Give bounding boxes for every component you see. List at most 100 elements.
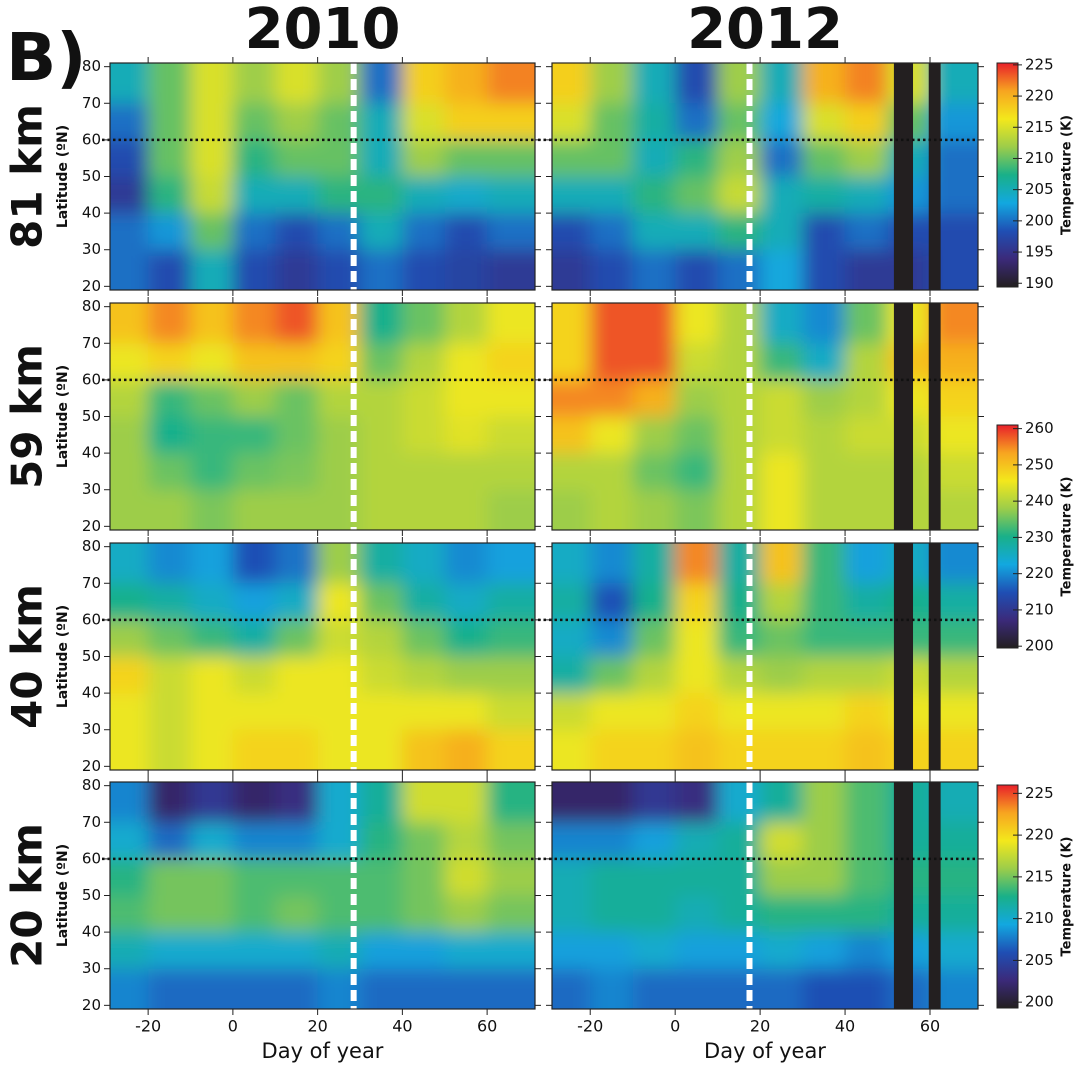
heat-cell xyxy=(552,693,591,731)
heat-cell xyxy=(802,139,846,177)
heat-cell xyxy=(148,249,192,290)
heat-cell xyxy=(552,249,591,290)
heat-cell xyxy=(930,693,978,731)
heat-cell xyxy=(487,453,535,491)
y-tick-label: 60 xyxy=(82,130,101,148)
y-tick-label: 30 xyxy=(82,240,101,258)
heat-cell xyxy=(148,822,192,860)
heat-cell xyxy=(760,656,804,694)
heat-cell xyxy=(148,416,192,454)
heat-cell xyxy=(360,693,403,731)
heat-cell xyxy=(845,416,889,454)
colorbar-tick-label: 210 xyxy=(1025,600,1054,618)
heat-cell xyxy=(590,543,634,584)
y-axis-label: Latitude (ºN) xyxy=(55,125,71,228)
heat-cell xyxy=(487,656,535,694)
heat-cell xyxy=(110,822,149,860)
colorbar-tick-label: 240 xyxy=(1025,492,1054,510)
heat-cell xyxy=(190,103,234,141)
heat-cell xyxy=(760,858,804,896)
heat-cell xyxy=(275,583,319,621)
heat-cell xyxy=(760,693,804,731)
heat-cell xyxy=(487,343,535,381)
heat-cell xyxy=(275,782,319,823)
panel: 20 30 40 50 60 70 80 Latitude (ºN)40 km xyxy=(3,537,541,776)
heat-cell xyxy=(802,63,846,104)
temperature-field xyxy=(552,782,978,1009)
x-tick-label: 0 xyxy=(228,1017,238,1036)
heat-cell xyxy=(552,656,591,694)
heat-cell xyxy=(552,729,591,770)
colorbar-tick-label: 210 xyxy=(1025,909,1054,927)
heat-cell xyxy=(487,303,535,344)
heat-cell xyxy=(444,968,488,1009)
heat-cell xyxy=(444,213,488,251)
heat-cell xyxy=(232,213,276,251)
heat-cell xyxy=(487,968,535,1009)
heat-cell xyxy=(675,822,719,860)
heat-cell xyxy=(552,968,591,1009)
heat-cell xyxy=(675,139,719,177)
y-tick-label: 20 xyxy=(82,277,101,295)
heat-cell xyxy=(487,416,535,454)
heat-cell xyxy=(845,932,889,970)
heat-cell xyxy=(275,656,319,694)
colorbar-tick-label: 200 xyxy=(1025,993,1054,1011)
heat-cell xyxy=(632,619,676,657)
heat-cell xyxy=(632,103,676,141)
heat-cell xyxy=(845,249,889,290)
heat-cell xyxy=(487,858,535,896)
heat-cell xyxy=(802,693,846,731)
heat-cell xyxy=(590,619,634,657)
y-tick-label: 40 xyxy=(82,444,101,462)
heat-cell xyxy=(590,63,634,104)
heat-cell xyxy=(632,379,676,417)
heat-cell xyxy=(275,213,319,251)
heat-cell xyxy=(717,103,761,141)
heat-cell xyxy=(552,858,591,896)
heat-cell xyxy=(444,63,488,104)
panel-label: B) xyxy=(6,19,86,96)
heat-cell xyxy=(360,453,403,491)
heat-cell xyxy=(552,822,591,860)
heat-cell xyxy=(717,822,761,860)
heat-cell xyxy=(275,63,319,104)
heat-cell xyxy=(110,729,149,770)
heat-cell xyxy=(717,619,761,657)
y-tick-label: 30 xyxy=(82,480,101,498)
heat-cell xyxy=(845,656,889,694)
heat-cell xyxy=(275,139,319,177)
heat-cell xyxy=(110,139,149,177)
heat-cell xyxy=(552,619,591,657)
heat-cell xyxy=(275,416,319,454)
heat-cell xyxy=(845,303,889,344)
heat-cell xyxy=(275,343,319,381)
heat-cell xyxy=(148,63,192,104)
y-tick-label: 30 xyxy=(82,720,101,738)
heat-cell xyxy=(110,858,149,896)
heat-cell xyxy=(110,343,149,381)
heat-cell xyxy=(632,416,676,454)
heat-cell xyxy=(760,213,804,251)
colorbar-tick-label: 200 xyxy=(1025,211,1054,229)
heat-cell xyxy=(444,932,488,970)
heat-cell xyxy=(845,729,889,770)
heat-cell xyxy=(148,139,192,177)
heat-cell xyxy=(232,729,276,770)
heat-cell xyxy=(110,656,149,694)
heat-cell xyxy=(717,213,761,251)
heat-cell xyxy=(402,858,446,896)
heat-cell xyxy=(148,213,192,251)
heat-cell xyxy=(444,176,488,214)
heat-cell xyxy=(590,656,634,694)
heat-cell xyxy=(275,303,319,344)
plot-area xyxy=(110,63,535,290)
heat-cell xyxy=(402,822,446,860)
heat-cell xyxy=(402,895,446,933)
heat-cell xyxy=(632,249,676,290)
y-tick-label: 70 xyxy=(82,574,101,592)
heat-cell xyxy=(845,543,889,584)
y-tick-label: 20 xyxy=(82,517,101,535)
heat-cell xyxy=(360,858,403,896)
heat-cell xyxy=(590,489,634,530)
